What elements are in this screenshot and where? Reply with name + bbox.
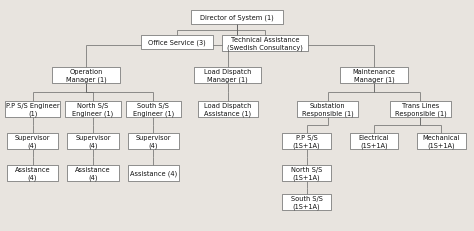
FancyBboxPatch shape [350, 133, 399, 149]
FancyBboxPatch shape [191, 11, 283, 25]
Text: North S/S
(1S+1A): North S/S (1S+1A) [291, 166, 322, 180]
Text: South S/S
Engineer (1): South S/S Engineer (1) [133, 103, 174, 117]
Text: South S/S
(1S+1A): South S/S (1S+1A) [291, 195, 323, 209]
FancyBboxPatch shape [141, 36, 213, 50]
FancyBboxPatch shape [417, 133, 466, 149]
Text: Trans Lines
Responsible (1): Trans Lines Responsible (1) [395, 103, 447, 117]
FancyBboxPatch shape [283, 133, 331, 149]
FancyBboxPatch shape [5, 101, 61, 118]
Text: Supervisor
(4): Supervisor (4) [15, 134, 50, 148]
FancyBboxPatch shape [128, 165, 179, 181]
Text: Assistance (4): Assistance (4) [130, 170, 177, 176]
Text: Load Dispatch
Manager (1): Load Dispatch Manager (1) [204, 69, 251, 83]
FancyBboxPatch shape [283, 194, 331, 211]
FancyBboxPatch shape [390, 101, 451, 118]
FancyBboxPatch shape [194, 67, 261, 84]
Text: Substation
Responsible (1): Substation Responsible (1) [302, 103, 354, 117]
FancyBboxPatch shape [67, 133, 118, 149]
Text: Operation
Manager (1): Operation Manager (1) [66, 69, 106, 83]
FancyBboxPatch shape [198, 101, 258, 118]
FancyBboxPatch shape [65, 101, 121, 118]
Text: Electrical
(1S+1A): Electrical (1S+1A) [359, 134, 389, 148]
Text: Assistance
(4): Assistance (4) [75, 166, 111, 180]
FancyBboxPatch shape [297, 101, 358, 118]
Text: P.P S/S Engineer
(1): P.P S/S Engineer (1) [6, 103, 59, 117]
FancyBboxPatch shape [7, 133, 58, 149]
Text: Mechanical
(1S+1A): Mechanical (1S+1A) [423, 134, 460, 148]
Text: Supervisor
(4): Supervisor (4) [136, 134, 171, 148]
Text: Supervisor
(4): Supervisor (4) [75, 134, 111, 148]
Text: Assistance
(4): Assistance (4) [15, 166, 50, 180]
Text: Director of System (1): Director of System (1) [200, 15, 274, 21]
Text: North S/S
Engineer (1): North S/S Engineer (1) [73, 103, 114, 117]
Text: Technical Assistance
(Swedish Consultancy): Technical Assistance (Swedish Consultanc… [227, 37, 303, 51]
FancyBboxPatch shape [126, 101, 181, 118]
Text: Office Service (3): Office Service (3) [148, 40, 206, 46]
Text: Maintenance
Manager (1): Maintenance Manager (1) [353, 69, 395, 83]
Text: Load Dispatch
Assistance (1): Load Dispatch Assistance (1) [204, 103, 251, 117]
FancyBboxPatch shape [67, 165, 118, 181]
Text: P.P S/S
(1S+1A): P.P S/S (1S+1A) [293, 134, 320, 148]
FancyBboxPatch shape [222, 36, 308, 52]
FancyBboxPatch shape [52, 67, 120, 84]
FancyBboxPatch shape [128, 133, 179, 149]
FancyBboxPatch shape [7, 165, 58, 181]
FancyBboxPatch shape [283, 165, 331, 181]
FancyBboxPatch shape [340, 67, 408, 84]
